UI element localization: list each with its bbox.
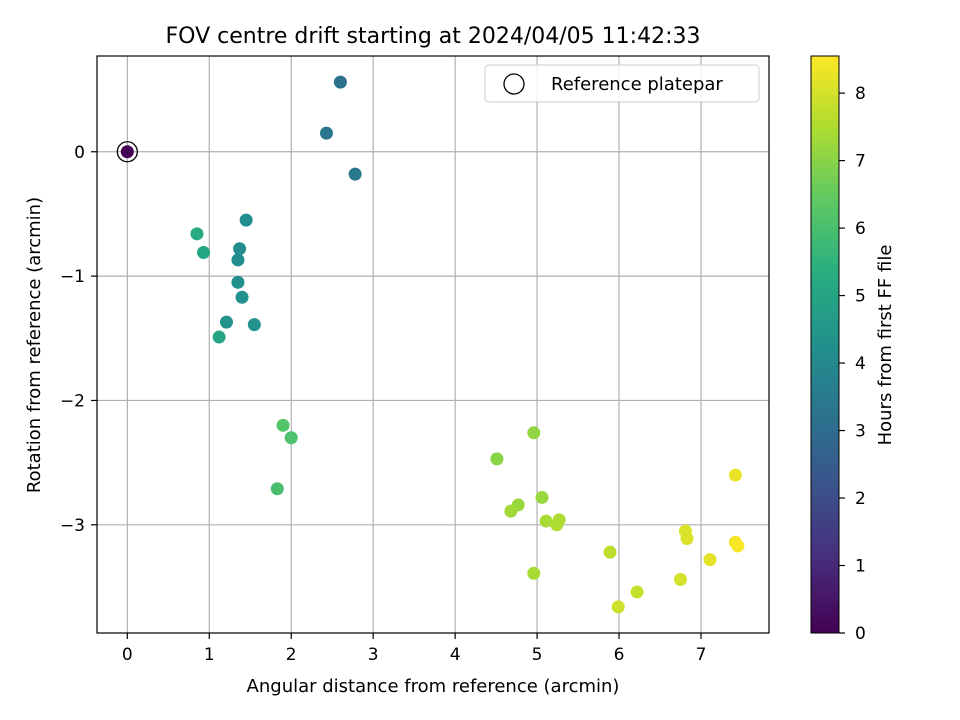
scatter-point xyxy=(284,431,298,445)
legend: Reference platepar xyxy=(484,64,760,103)
colorbar-tick-label: 4 xyxy=(855,354,866,374)
colorbar-tick-label: 6 xyxy=(855,219,866,239)
scatter-point xyxy=(233,242,247,256)
scatter-point xyxy=(231,275,245,289)
grid-lines xyxy=(97,56,769,633)
colorbar-tick-label: 2 xyxy=(855,489,866,509)
scatter-point xyxy=(190,227,204,241)
scatter-point xyxy=(680,531,694,545)
y-tick-label: −3 xyxy=(60,516,85,536)
scatter-point xyxy=(603,545,617,559)
scatter-point xyxy=(120,145,134,159)
scatter-point xyxy=(231,253,245,267)
scatter-point xyxy=(276,418,290,432)
scatter-point xyxy=(270,482,284,496)
colorbar-tick-label: 0 xyxy=(855,624,866,644)
x-tick-label: 5 xyxy=(532,645,543,665)
scatter-point xyxy=(731,539,745,553)
scatter-point xyxy=(703,553,717,567)
scatter-point xyxy=(504,504,518,518)
scatter-point xyxy=(490,452,504,466)
scatter-point xyxy=(728,468,742,482)
scatter-point xyxy=(319,126,333,140)
x-tick-label: 1 xyxy=(204,645,215,665)
scatter-point xyxy=(630,585,644,599)
colorbar: 0 1 2 3 4 5 6 7 8 Hours from first FF file xyxy=(810,55,896,644)
x-tick-label: 6 xyxy=(614,645,625,665)
scatter-point xyxy=(197,245,211,259)
legend-box xyxy=(484,64,760,103)
colorbar-ticks: 0 1 2 3 4 5 6 7 8 xyxy=(839,84,866,644)
x-axis-label: Angular distance from reference (arcmin) xyxy=(247,676,620,697)
scatter-point xyxy=(539,514,553,528)
scatter-point xyxy=(535,490,549,504)
colorbar-tick-label: 5 xyxy=(855,287,866,307)
y-axis-ticks: 0 −1 −2 −3 xyxy=(60,143,97,536)
reference-marker xyxy=(116,141,138,163)
colorbar-tick-label: 1 xyxy=(855,557,866,577)
x-tick-label: 2 xyxy=(286,645,297,665)
reference-platepar-marker xyxy=(116,141,138,163)
scatter-point xyxy=(333,75,347,89)
scatter-point xyxy=(239,213,253,227)
scatter-point xyxy=(348,167,362,181)
y-tick-label: −1 xyxy=(60,267,85,287)
scatter-point xyxy=(247,318,261,332)
scatter-points xyxy=(120,75,745,614)
colorbar-gradient xyxy=(810,55,840,634)
scatter-point xyxy=(527,426,541,440)
scatter-point xyxy=(527,566,541,580)
scatter-point xyxy=(235,290,249,304)
y-axis-label: Rotation from reference (arcmin) xyxy=(24,197,45,493)
x-tick-label: 7 xyxy=(696,645,707,665)
x-tick-label: 0 xyxy=(122,645,133,665)
scatter-point xyxy=(611,600,625,614)
legend-marker-open-circle xyxy=(503,73,525,95)
x-tick-label: 3 xyxy=(368,645,379,665)
x-axis-ticks: 0 1 2 3 4 5 6 7 xyxy=(122,633,706,665)
x-tick-label: 4 xyxy=(450,645,461,665)
scatter-point xyxy=(219,315,233,329)
scatter-point xyxy=(212,330,226,344)
colorbar-tick-label: 7 xyxy=(855,152,866,172)
y-tick-label: 0 xyxy=(74,143,85,163)
plot-frame xyxy=(96,55,770,634)
scatter-point xyxy=(673,573,687,587)
legend-label: Reference platepar xyxy=(551,74,723,95)
y-tick-label: −2 xyxy=(60,391,85,411)
colorbar-tick-label: 8 xyxy=(855,84,866,104)
colorbar-label: Hours from first FF file xyxy=(875,245,896,446)
colorbar-tick-label: 3 xyxy=(855,422,866,442)
scatter-point xyxy=(550,518,564,532)
chart-title: FOV centre drift starting at 2024/04/05 … xyxy=(166,24,701,49)
